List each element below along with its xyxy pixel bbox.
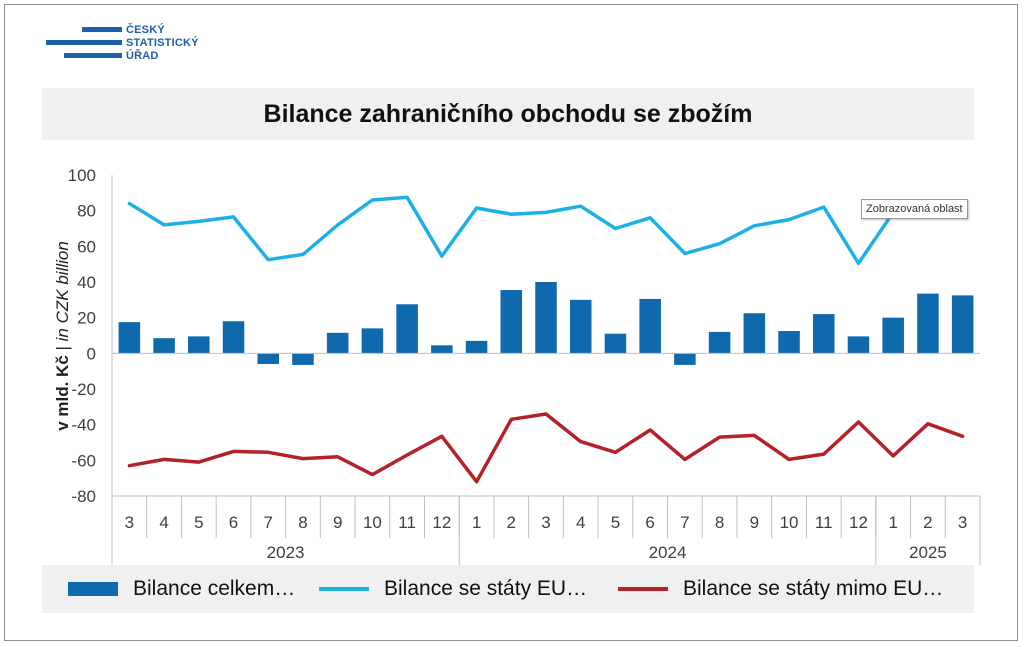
y-tick-label: -20 [71, 380, 96, 399]
bar [396, 304, 418, 354]
x-tick-label: 8 [715, 513, 724, 532]
x-tick-label: 11 [815, 513, 833, 532]
bar [222, 321, 245, 354]
bar [951, 295, 974, 354]
x-tick-label: 2 [923, 513, 932, 532]
x-tick-label: 8 [298, 513, 307, 532]
series-line [127, 412, 965, 484]
title-box: Bilance zahraničního obchodu se zbožím [42, 88, 974, 140]
bar [917, 293, 939, 354]
x-tick-label: 6 [645, 513, 654, 532]
bar [257, 353, 280, 365]
csu-logo: ČESKÝ STATISTICKÝ ÚŘAD [46, 24, 216, 64]
bar [118, 322, 141, 354]
bar [153, 338, 175, 354]
y-axis-title: v mld. Kč | in CZK billion [53, 241, 72, 431]
y-tick-label: -80 [71, 487, 96, 506]
logo-text-line-3: ÚŘAD [126, 50, 159, 62]
x-tick-label: 9 [750, 513, 759, 532]
y-tick-label: 20 [77, 309, 96, 328]
y-tick-label: 100 [68, 166, 96, 185]
x-tick-label: 6 [229, 513, 238, 532]
legend-swatch-noneu-line [618, 587, 668, 591]
bar [639, 298, 661, 354]
bar [882, 317, 904, 354]
x-tick-label: 4 [159, 513, 168, 532]
bar [708, 331, 731, 354]
logo-text-line-2: STATISTICKÝ [126, 37, 199, 49]
bar [431, 345, 453, 354]
y-tick-label: -60 [71, 451, 96, 470]
x-tick-label: 1 [472, 513, 481, 532]
y-tick-label: -40 [71, 416, 96, 435]
bar [604, 333, 627, 354]
y-tick-label: 40 [77, 273, 96, 292]
chart-frame [4, 4, 1018, 641]
logo-stripe [64, 53, 122, 58]
x-tick-label: 11 [398, 513, 416, 532]
bar [812, 314, 835, 354]
bar [535, 282, 557, 354]
x-tick-label: 12 [849, 513, 868, 532]
y-axis-title-alt: in CZK billion [53, 241, 72, 341]
bar [326, 332, 349, 354]
y-axis-title-separator: | [53, 341, 72, 350]
series-line [127, 195, 895, 266]
x-tick-label: 10 [780, 513, 799, 532]
bar [500, 290, 523, 354]
logo-stripe [46, 40, 122, 45]
chart-title: Bilance zahraničního obchodu se zbožím [263, 100, 753, 128]
y-tick-label: 60 [77, 237, 96, 256]
x-tick-label: 5 [611, 513, 620, 532]
x-tick-label: 7 [264, 513, 273, 532]
x-tick-label: 12 [432, 513, 451, 532]
legend-swatch-eu-line [319, 587, 369, 591]
legend-swatch-bar [68, 582, 118, 596]
logo-text-line-1: ČESKÝ [126, 24, 165, 36]
bar [778, 331, 800, 354]
tooltip: Zobrazovaná oblast [861, 199, 968, 219]
x-tick-label: 3 [541, 513, 550, 532]
y-tick-label: 0 [87, 344, 96, 363]
x-tick-label: 2 [507, 513, 516, 532]
legend: Bilance celkem… Bilance se státy EU… Bil… [42, 565, 974, 613]
bar [847, 336, 870, 354]
logo-stripe [82, 27, 122, 32]
x-tick-label: 3 [125, 513, 134, 532]
x-tick-label: 9 [333, 513, 342, 532]
x-year-label: 2023 [267, 543, 305, 562]
x-tick-label: 5 [194, 513, 203, 532]
bar [188, 336, 210, 354]
y-tick-label: 80 [77, 202, 96, 221]
x-year-label: 2024 [649, 543, 687, 562]
bar [743, 313, 766, 354]
x-year-label: 2025 [909, 543, 947, 562]
bar [674, 353, 696, 365]
legend-label-total: Bilance celkem… [133, 577, 296, 600]
bar [292, 353, 314, 365]
legend-label-noneu: Bilance se státy mimo EU… [683, 577, 944, 600]
y-axis-title-main: v mld. Kč [53, 350, 72, 430]
bar [361, 328, 384, 354]
x-tick-label: 1 [888, 513, 897, 532]
bar [569, 299, 592, 354]
x-tick-label: 3 [958, 513, 967, 532]
x-tick-label: 4 [576, 513, 585, 532]
bar [465, 340, 488, 354]
legend-label-eu: Bilance se státy EU… [384, 577, 588, 600]
x-tick-label: 10 [363, 513, 382, 532]
x-tick-label: 7 [680, 513, 689, 532]
